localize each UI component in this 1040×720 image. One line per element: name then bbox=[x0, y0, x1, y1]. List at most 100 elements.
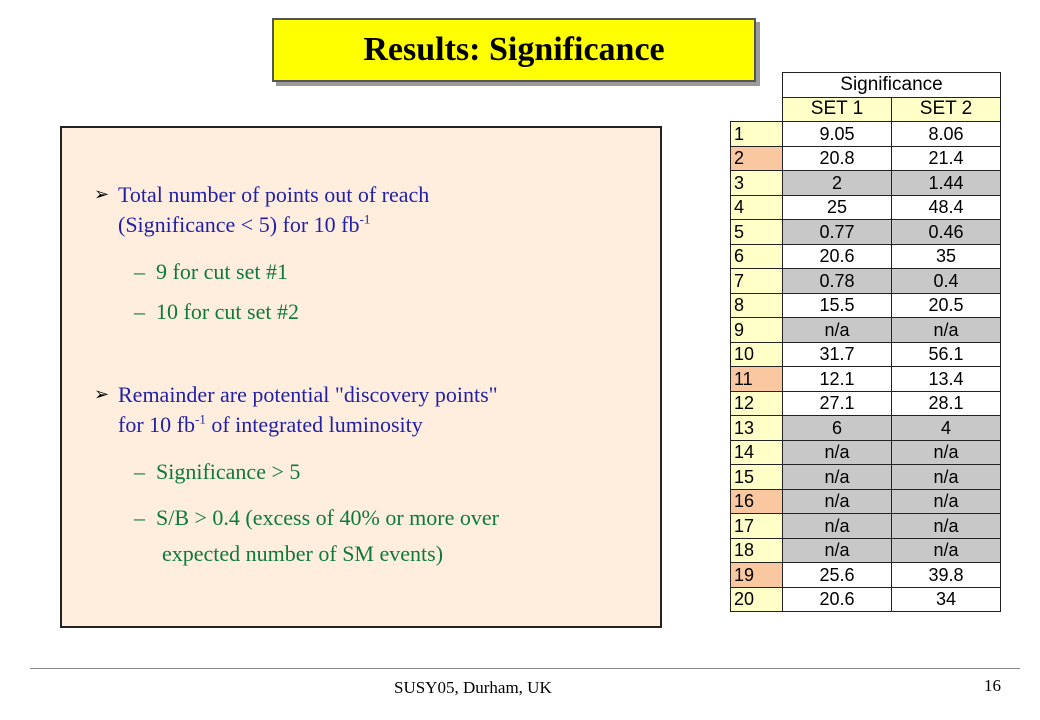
set1-value-cell: 0.78 bbox=[782, 268, 892, 294]
arrow-bullet-icon: ➢ bbox=[94, 384, 110, 405]
set1-value-cell: 9.05 bbox=[782, 121, 892, 147]
dash: – bbox=[134, 505, 145, 530]
table-row: 18 n/a n/a bbox=[730, 537, 1001, 563]
set1-value-cell: 31.7 bbox=[782, 341, 892, 367]
set1-value-cell: 25.6 bbox=[782, 562, 892, 588]
set2-value-cell: 35 bbox=[891, 243, 1001, 269]
set2-value-cell: n/a bbox=[891, 513, 1001, 539]
table-row: 10 31.7 56.1 bbox=[730, 341, 1001, 367]
row-index-cell: 10 bbox=[730, 341, 783, 367]
set2-value-cell: n/a bbox=[891, 317, 1001, 343]
blank-cell bbox=[731, 97, 783, 122]
set1-value-cell: n/a bbox=[782, 464, 892, 490]
set1-value-cell: n/a bbox=[782, 439, 892, 465]
column-header-set2: SET 2 bbox=[891, 96, 1001, 122]
set1-value-cell: 15.5 bbox=[782, 292, 892, 318]
set1-value-cell: n/a bbox=[782, 513, 892, 539]
row-index-cell: 16 bbox=[730, 488, 783, 514]
dash: – bbox=[134, 459, 145, 484]
set2-value-cell: 21.4 bbox=[891, 145, 1001, 171]
row-index-cell: 5 bbox=[730, 219, 783, 245]
set2-value-cell: 39.8 bbox=[891, 562, 1001, 588]
bullet-discovery-points: ➢ Remainder are potential "discovery poi… bbox=[94, 380, 498, 440]
row-index-cell: 4 bbox=[730, 194, 783, 220]
sub-item-text: 9 for cut set #1 bbox=[156, 259, 288, 284]
set2-value-cell: 1.44 bbox=[891, 170, 1001, 196]
dash: – bbox=[134, 299, 145, 324]
bullet-out-of-reach: ➢ Total number of points out of reach (S… bbox=[94, 180, 429, 240]
set2-value-cell: 13.4 bbox=[891, 366, 1001, 392]
table-row: 4 25 48.4 bbox=[730, 194, 1001, 220]
set1-value-cell: 20.6 bbox=[782, 586, 892, 612]
table-row: 2 20.8 21.4 bbox=[730, 145, 1001, 171]
set2-value-cell: 4 bbox=[891, 415, 1001, 441]
set1-value-cell: 20.6 bbox=[782, 243, 892, 269]
table-set-header-row: SET 1 SET 2 bbox=[731, 96, 1001, 122]
set2-value-cell: 28.1 bbox=[891, 390, 1001, 416]
row-index-cell: 6 bbox=[730, 243, 783, 269]
row-index-cell: 7 bbox=[730, 268, 783, 294]
table-row: 19 25.6 39.8 bbox=[730, 562, 1001, 588]
sub-item-text: 10 for cut set #2 bbox=[156, 299, 299, 324]
row-index-cell: 19 bbox=[730, 562, 783, 588]
table-row: 1 9.05 8.06 bbox=[730, 121, 1001, 147]
set1-value-cell: 25 bbox=[782, 194, 892, 220]
sub-item-significance: – Significance > 5 bbox=[134, 454, 300, 490]
set2-value-cell: n/a bbox=[891, 537, 1001, 563]
slide-title: Results: Significance bbox=[272, 18, 756, 82]
sub-item-text: Significance > 5 bbox=[156, 459, 301, 484]
table-row: 12 27.1 28.1 bbox=[730, 390, 1001, 416]
set2-value-cell: n/a bbox=[891, 488, 1001, 514]
set1-value-cell: n/a bbox=[782, 537, 892, 563]
table-row: 20 20.6 34 bbox=[730, 586, 1001, 612]
set2-value-cell: 20.5 bbox=[891, 292, 1001, 318]
set1-value-cell: n/a bbox=[782, 488, 892, 514]
set2-value-cell: 48.4 bbox=[891, 194, 1001, 220]
column-header-set1: SET 1 bbox=[782, 96, 892, 122]
set2-value-cell: n/a bbox=[891, 439, 1001, 465]
row-index-cell: 8 bbox=[730, 292, 783, 318]
bullet-text-line2: (Significance < 5) for 10 fb bbox=[118, 212, 360, 237]
bullet-text-line1: Remainder are potential "discovery point… bbox=[118, 382, 498, 407]
table-row: 7 0.78 0.4 bbox=[730, 268, 1001, 294]
blank-cell bbox=[731, 73, 783, 98]
set2-value-cell: 0.46 bbox=[891, 219, 1001, 245]
set1-value-cell: 12.1 bbox=[782, 366, 892, 392]
sub-item-set1: –9 for cut set #1 bbox=[134, 254, 288, 290]
table-row: 14 n/a n/a bbox=[730, 439, 1001, 465]
set2-value-cell: 34 bbox=[891, 586, 1001, 612]
row-index-cell: 2 bbox=[730, 145, 783, 171]
set1-value-cell: 27.1 bbox=[782, 390, 892, 416]
significance-table: Significance SET 1 SET 2 1 9.05 8.06 2 20.8 2… bbox=[730, 72, 1001, 612]
sub-item-sb-ratio: – S/B > 0.4 (excess of 40% or more over e… bbox=[134, 500, 499, 572]
row-index-cell: 17 bbox=[730, 513, 783, 539]
dash: – bbox=[134, 259, 145, 284]
page-number: 16 bbox=[984, 676, 1001, 695]
table-row: 8 15.5 20.5 bbox=[730, 292, 1001, 318]
footer-divider bbox=[30, 668, 1020, 669]
row-index-cell: 11 bbox=[730, 366, 783, 392]
arrow-bullet-icon: ➢ bbox=[94, 184, 110, 205]
table-row: 6 20.6 35 bbox=[730, 243, 1001, 269]
sub-item-text-wrap: expected number of SM events) bbox=[162, 541, 444, 566]
row-index-cell: 14 bbox=[730, 439, 783, 465]
sub-item-set2: –10 for cut set #2 bbox=[134, 294, 299, 330]
set1-value-cell: 20.8 bbox=[782, 145, 892, 171]
set1-value-cell: n/a bbox=[782, 317, 892, 343]
table-header-row: Significance bbox=[731, 72, 1001, 98]
set2-value-cell: 56.1 bbox=[891, 341, 1001, 367]
row-index-cell: 3 bbox=[730, 170, 783, 196]
row-index-cell: 15 bbox=[730, 464, 783, 490]
row-index-cell: 12 bbox=[730, 390, 783, 416]
table-row: 5 0.77 0.46 bbox=[730, 219, 1001, 245]
set1-value-cell: 0.77 bbox=[782, 219, 892, 245]
table-row: 15 n/a n/a bbox=[730, 464, 1001, 490]
bullet-text-line2-post: of integrated luminosity bbox=[205, 412, 423, 437]
table-row: 3 2 1.44 bbox=[730, 170, 1001, 196]
row-index-cell: 18 bbox=[730, 537, 783, 563]
superscript: -1 bbox=[359, 211, 371, 227]
sub-item-text: S/B > 0.4 (excess of 40% or more over bbox=[156, 505, 499, 530]
set2-value-cell: 0.4 bbox=[891, 268, 1001, 294]
row-index-cell: 20 bbox=[730, 586, 783, 612]
row-index-cell: 9 bbox=[730, 317, 783, 343]
